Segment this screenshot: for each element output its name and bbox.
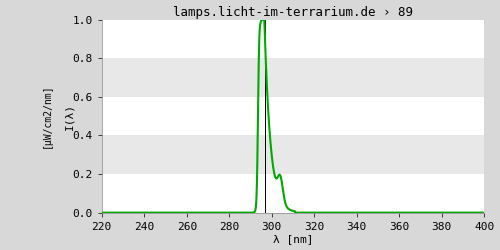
Text: I(λ): I(λ) [64, 103, 74, 130]
Bar [102, 174, 484, 213]
X-axis label: λ [nm]: λ [nm] [273, 234, 314, 244]
Bar [102, 58, 484, 97]
Bar [102, 97, 484, 136]
Title: lamps.licht-im-terrarium.de › 89: lamps.licht-im-terrarium.de › 89 [173, 6, 413, 18]
Bar [102, 136, 484, 174]
Text: [µW/cm2/nm]: [µW/cm2/nm] [42, 84, 51, 148]
Bar [102, 20, 484, 58]
